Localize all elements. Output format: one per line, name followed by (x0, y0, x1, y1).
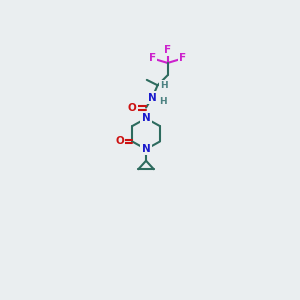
Text: H: H (159, 97, 167, 106)
Text: O: O (128, 103, 136, 112)
Text: F: F (148, 53, 156, 63)
Text: F: F (164, 45, 171, 55)
Text: N: N (142, 113, 150, 123)
Text: N: N (148, 93, 157, 103)
Text: H: H (160, 81, 168, 90)
Text: F: F (179, 53, 187, 63)
Text: O: O (116, 136, 124, 146)
Text: N: N (142, 144, 150, 154)
